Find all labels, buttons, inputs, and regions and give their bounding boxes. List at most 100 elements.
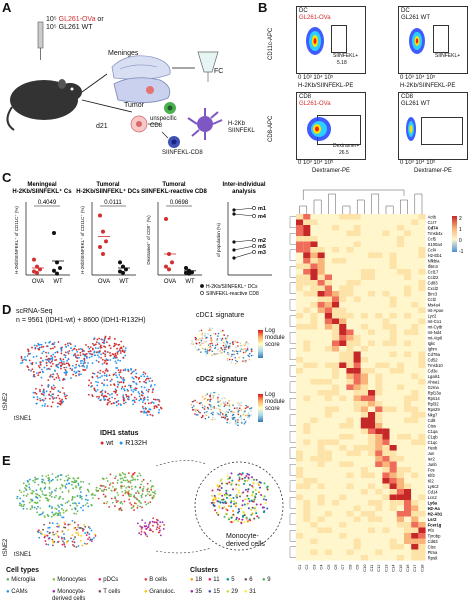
facs-yaxis-cd11c: CD11c-APC	[268, 27, 274, 60]
heatmap-cell	[396, 324, 404, 330]
tsne-point	[106, 500, 109, 503]
tsne-point	[93, 337, 96, 339]
heatmap-cell	[382, 434, 390, 440]
heatmap-cell	[382, 538, 390, 544]
tsne-point	[143, 411, 146, 414]
gene-label: Ccr7	[428, 220, 438, 225]
heatmap-cell	[396, 241, 404, 247]
tsne-point	[244, 414, 247, 417]
heatmap-cell	[360, 247, 368, 253]
heatmap-cell	[346, 538, 354, 544]
tsne-point	[47, 526, 50, 529]
data-point	[232, 248, 236, 252]
tsne-point	[65, 345, 68, 348]
tsne-point	[124, 492, 126, 495]
tsne-point	[55, 508, 58, 511]
heatmap-cell	[296, 285, 304, 291]
cell-type-legend-item: ● T cells	[98, 589, 144, 596]
tsne-point	[74, 481, 77, 484]
tsne-point	[94, 533, 97, 536]
tsne-point	[220, 478, 223, 481]
tsne-point	[23, 358, 26, 361]
heatmap-cell	[418, 335, 426, 341]
heatmap-cell	[324, 252, 332, 258]
heatmap-cell	[368, 390, 376, 396]
tsne-point	[96, 384, 99, 387]
tsne-point	[211, 354, 213, 357]
heatmap-cell	[404, 236, 412, 242]
heatmap-cell	[375, 450, 383, 456]
tsne-point	[105, 375, 108, 378]
tsne-point	[238, 491, 241, 494]
tsne-point	[220, 352, 222, 354]
tsne-point	[48, 486, 51, 489]
tsne-point	[258, 486, 261, 489]
heatmap-cell	[332, 384, 340, 390]
heatmap-cell	[360, 472, 368, 478]
heatmap-cell	[389, 307, 397, 313]
tsne-point	[244, 361, 247, 363]
heatmap-cell	[418, 357, 426, 363]
heatmap-cell	[353, 247, 361, 253]
heatmap-cell	[368, 318, 376, 324]
heatmap-cell	[296, 511, 304, 517]
tsne-point	[149, 494, 152, 496]
tsne-point	[23, 490, 25, 493]
tsne-point	[113, 342, 116, 345]
heatmap-cell	[404, 318, 412, 324]
heatmap-cell	[404, 549, 412, 555]
heatmap-cell	[346, 533, 354, 539]
heatmap-cell	[396, 483, 404, 489]
heatmap-cell	[346, 346, 354, 352]
heatmap-cell	[296, 522, 304, 528]
tsne-point	[43, 481, 46, 484]
heatmap-cell	[317, 340, 325, 346]
facs-plot-cd8-wt: CD8 GL261 WT	[398, 92, 468, 160]
heatmap-cell	[382, 527, 390, 533]
tsne-point	[51, 539, 54, 542]
heatmap-cell	[375, 461, 383, 467]
tsne-point	[136, 490, 139, 492]
gene-label: Kl2	[428, 479, 435, 484]
r132h-dot-icon: ●	[119, 440, 124, 447]
tsne-point	[214, 353, 216, 356]
heatmap-cell	[382, 384, 390, 390]
tsne-point	[47, 360, 50, 363]
heatmap-cell	[310, 516, 318, 522]
tsne-point	[67, 344, 70, 347]
heatmap-cell	[396, 362, 404, 368]
tsne-point	[130, 389, 133, 392]
heatmap-cell	[418, 434, 426, 440]
heatmap-cell	[375, 340, 383, 346]
tsne-point	[100, 353, 103, 356]
tsne-point	[251, 512, 254, 515]
tsne-point	[39, 487, 42, 490]
heatmap-cell	[360, 489, 368, 495]
heatmap-cell	[389, 384, 397, 390]
tsne-point	[84, 504, 87, 506]
tsne-point	[223, 334, 226, 336]
tsne-point	[78, 502, 81, 505]
tsne-point	[47, 357, 50, 360]
heatmap-cell	[303, 538, 311, 544]
tsne-point	[146, 535, 149, 538]
tsne-point	[214, 391, 217, 394]
heatmap-cell	[310, 285, 318, 291]
tsne-point	[210, 412, 213, 415]
heatmap-cell	[332, 236, 340, 242]
tsne-point	[237, 402, 239, 404]
heatmap-cell	[317, 384, 325, 390]
heatmap-cell	[310, 467, 318, 473]
heatmap-cell	[353, 362, 361, 368]
tsne-point	[246, 502, 249, 505]
gene-label: Ccl17	[428, 270, 439, 275]
tsne-point	[61, 387, 64, 389]
gene-label: mt-Atp6	[428, 336, 443, 341]
heatmap-cell	[339, 324, 347, 330]
tsne-point	[58, 524, 60, 527]
heatmap-cell	[368, 329, 376, 335]
heatmap-cell	[353, 368, 361, 374]
tsne-point	[203, 398, 206, 400]
tsne-point	[239, 350, 242, 352]
tsne-point	[230, 482, 233, 485]
